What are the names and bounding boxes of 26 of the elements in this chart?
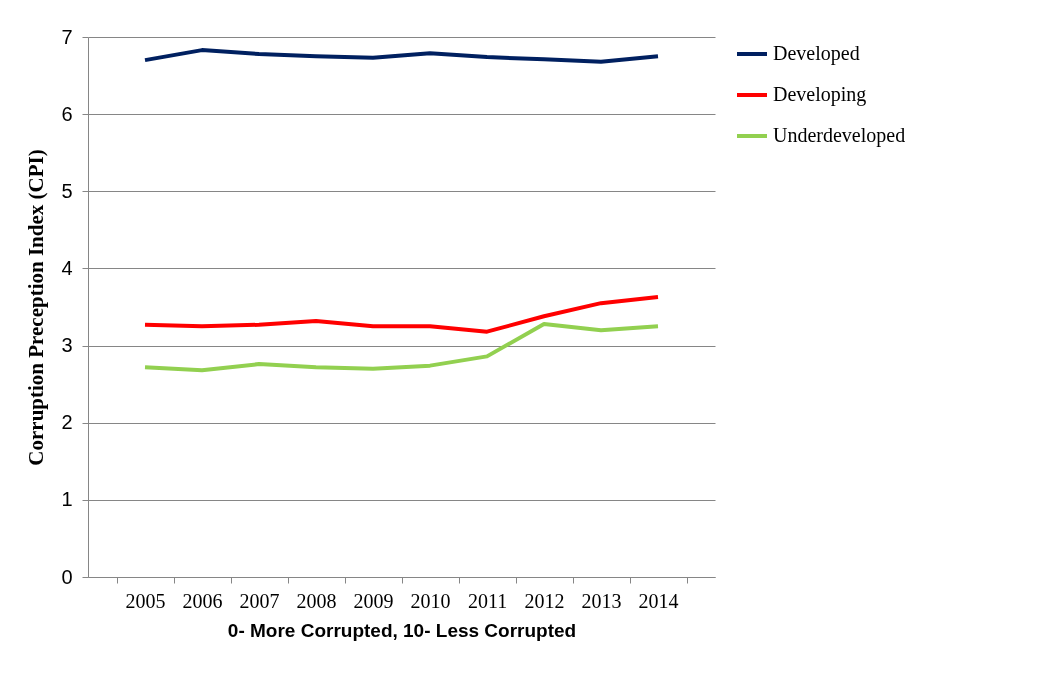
line-series <box>143 294 660 334</box>
y-tick-label: 6 <box>61 102 73 125</box>
y-tick-label: 5 <box>61 179 73 202</box>
x-tick-label: 2014 <box>638 589 679 612</box>
legend-label: Underdeveloped <box>773 124 906 147</box>
y-tick-label: 0 <box>61 565 73 588</box>
y-tick-label: 1 <box>61 488 73 511</box>
y-axis-title: Corruption Preception Index (CPI) <box>24 149 49 466</box>
x-tick-label: 2013 <box>581 589 622 612</box>
x-axis-title: 0- More Corrupted, 10- Less Corrupted <box>227 619 577 641</box>
legend-label: Developing <box>773 83 867 106</box>
x-tick-label: 2010 <box>410 589 451 612</box>
legend-label: Developed <box>773 42 860 65</box>
line-series <box>143 48 660 64</box>
line-series <box>143 321 660 373</box>
x-tick-label: 2006 <box>182 589 223 612</box>
x-tick-label: 2009 <box>353 589 394 612</box>
x-tick-label: 2012 <box>524 589 565 612</box>
x-tick-label: 2005 <box>125 589 166 612</box>
y-tick-label: 2 <box>61 411 73 434</box>
y-tick-label: 3 <box>61 334 73 357</box>
y-tick-label: 4 <box>61 256 73 279</box>
x-tick-label: 2007 <box>239 589 280 612</box>
y-tick-label: 7 <box>61 25 73 48</box>
x-tick-label: 2008 <box>296 589 337 612</box>
x-tick-label: 2011 <box>467 589 508 612</box>
